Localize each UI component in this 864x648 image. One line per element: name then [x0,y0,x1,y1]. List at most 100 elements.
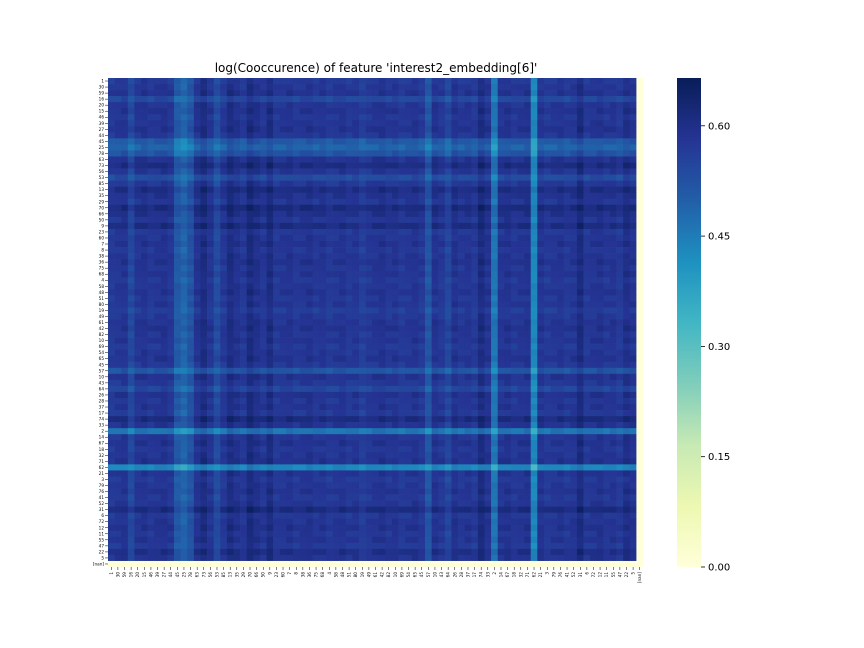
heatmap-cell [246,361,254,369]
heatmap-cell [160,198,168,206]
heatmap-cell [352,138,360,145]
heatmap-cell [590,150,598,157]
heatmap-cell [299,385,307,393]
heatmap-cell [312,253,320,260]
heatmap-cell [226,301,234,308]
heatmap-cell [312,271,320,278]
heatmap-cell [418,265,426,272]
heatmap-cell [609,241,617,248]
heatmap-cell [431,241,439,248]
heatmap-cell [477,114,485,121]
heatmap-cell [160,84,168,91]
heatmap-cell [411,283,419,290]
heatmap-cell [358,319,366,326]
heatmap-cell [246,162,254,169]
heatmap-cell [543,428,551,435]
heatmap-cell [530,373,538,381]
heatmap-cell [174,241,181,248]
heatmap-cell [372,428,380,435]
heatmap-cell [385,174,393,181]
heatmap-cell [259,120,267,127]
heatmap-cell [431,361,439,369]
heatmap-cell [180,313,188,320]
heatmap-cell [220,283,228,290]
heatmap-cell [563,367,571,375]
heatmap-cell [378,108,386,115]
heatmap-cell [431,277,439,284]
heatmap-cell [543,247,551,254]
heatmap-cell [319,156,327,163]
heatmap-cell [325,404,333,411]
heatmap-cell [266,192,274,200]
heatmap-cell [477,228,485,236]
heatmap-cell [213,397,221,405]
heatmap-cell [372,126,380,133]
heatmap-cell [352,337,360,344]
heatmap-cell [266,204,274,212]
heatmap-cell [240,162,248,169]
heatmap-cell [471,96,479,103]
heatmap-cell [134,397,142,405]
heatmap-cell [345,90,353,97]
heatmap-cell [312,355,320,363]
heatmap-cell [332,301,340,308]
heatmap-cell [517,222,525,230]
heatmap-cell [451,84,459,91]
heatmap-cell [517,174,525,181]
heatmap-cell [207,422,215,429]
heatmap-cell [325,313,333,320]
heatmap-cell [213,90,221,97]
heatmap-cell [299,434,307,441]
heatmap-cell [530,325,538,332]
heatmap-cell [629,96,637,103]
heatmap-cell [438,168,446,175]
heatmap-cell [418,120,426,127]
heatmap-cell [530,150,538,157]
heatmap-cell [127,319,135,326]
heatmap-cell [279,144,287,151]
heatmap-cell [220,319,228,326]
heatmap-cell [114,259,122,266]
heatmap-cell [319,138,327,145]
heatmap-cell [398,210,406,218]
heatmap-cell [292,253,300,260]
heatmap-cell [438,397,446,405]
heatmap-cell [345,180,353,188]
heatmap-cell [141,434,148,441]
heatmap-cell [425,271,432,278]
heatmap-cell [636,337,644,344]
heatmap-cell [623,108,631,115]
heatmap-cell [299,247,307,254]
heatmap-cell [246,385,254,393]
heatmap-cell [207,216,215,224]
heatmap-cell [583,234,591,242]
heatmap-cell [306,222,314,230]
heatmap-cell [134,210,142,218]
heatmap-cell [491,180,499,188]
heatmap-cell [233,367,241,375]
heatmap-cell [312,404,320,411]
heatmap-cell [332,410,340,417]
heatmap-cell [438,416,446,423]
heatmap-cell [167,102,175,109]
heatmap-cell [517,247,525,254]
heatmap-cell [458,156,466,163]
heatmap-cell [345,168,353,175]
heatmap-cell [636,379,644,387]
heatmap-cell [358,162,366,169]
heatmap-cell [418,259,426,266]
heatmap-cell [147,404,155,411]
heatmap-cell [372,120,380,127]
heatmap-cell [127,108,135,115]
heatmap-cell [253,228,261,236]
heatmap-cell [609,373,617,381]
heatmap-cell [471,313,479,320]
heatmap-cell [339,319,347,326]
heatmap-cell [405,241,413,248]
heatmap-cell [167,198,175,206]
heatmap-cell [266,379,274,387]
heatmap-cell [114,96,122,103]
heatmap-cell [220,355,228,363]
heatmap-cell [583,132,591,139]
heatmap-cell [464,216,472,224]
